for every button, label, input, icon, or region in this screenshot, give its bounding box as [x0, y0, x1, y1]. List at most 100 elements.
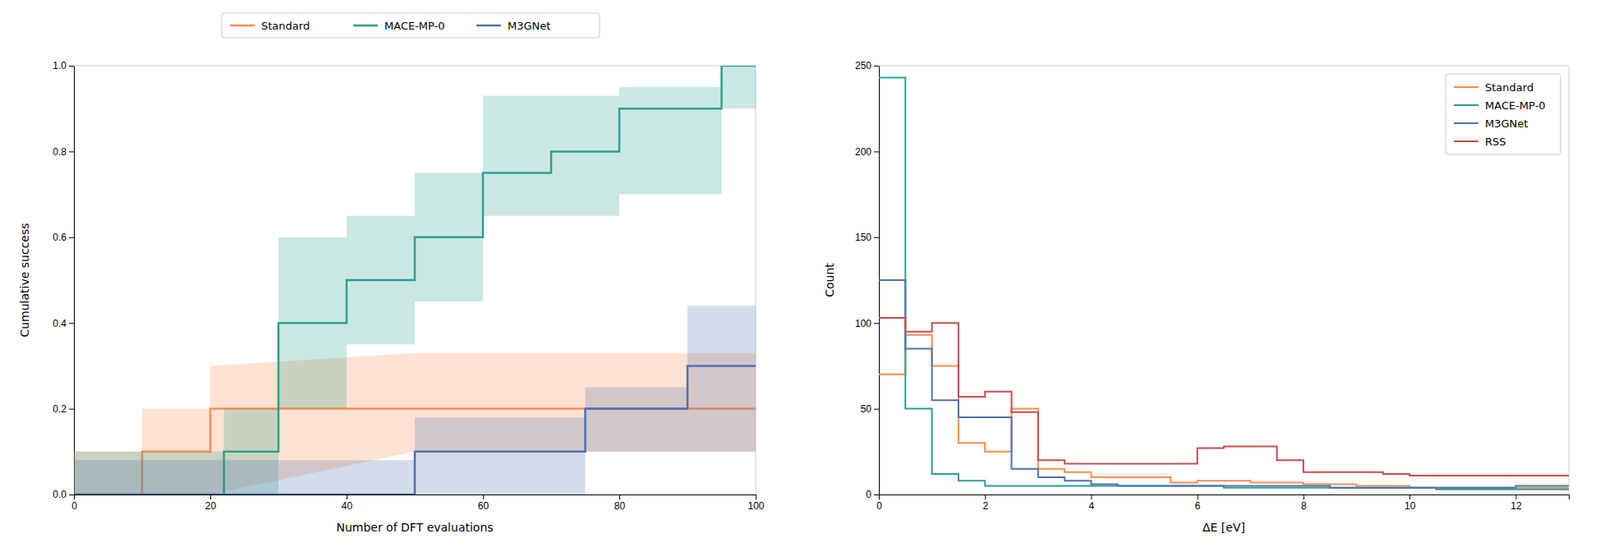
panel: 0 2 4 6 8 10 12 0 50 100 150 200 250 ΔE [eV] Count — [822, 59, 1570, 534]
x-tick: 80 — [614, 494, 626, 512]
y-tick-mark — [68, 151, 74, 152]
x-domain — [74, 495, 757, 501]
y-axis: 0.0 0.2 0.4 0.6 0.8 1.0 — [52, 59, 74, 501]
y-tick-label: 0.6 — [52, 231, 67, 244]
y-tick-label: 250 — [855, 59, 872, 72]
y-tick: 0 — [865, 488, 879, 501]
legend-label: Standard — [261, 19, 310, 33]
x-domain — [879, 495, 1570, 501]
y-tick: 250 — [855, 59, 879, 72]
legend: Standard MACE-MP-0 M3GNet RSS — [1445, 73, 1561, 155]
y-tick-mark — [68, 322, 74, 324]
x-tick: 0 — [71, 494, 78, 512]
x-axis: 0 2 4 6 8 10 12 — [876, 494, 1569, 512]
plot-area — [73, 65, 756, 495]
y-tick: 200 — [855, 146, 879, 158]
x-tick: 12 — [1510, 494, 1522, 512]
x-tick-label: 10 — [1404, 500, 1417, 512]
histogram-step — [878, 317, 1569, 476]
chart-root: 0204060801000.00.20.40.60.81.0Number of … — [0, 0, 1600, 552]
x-tick: 4 — [1089, 494, 1095, 512]
x-tick-mark — [1197, 494, 1199, 500]
legend-label: M3GNet — [1485, 117, 1528, 130]
legend-swatch — [1453, 140, 1479, 143]
y-tick-mark — [873, 494, 879, 496]
x-tick-label: 12 — [1510, 500, 1522, 512]
y-tick-label: 200 — [855, 146, 872, 158]
y-domain — [68, 66, 75, 496]
x-tick-mark — [1090, 494, 1092, 500]
histogram-step — [878, 280, 1569, 488]
y-axis: 0 50 100 150 200 250 — [855, 59, 880, 501]
x-tick-mark — [1303, 494, 1305, 500]
x-tick-mark — [482, 494, 484, 500]
y-tick: 100 — [855, 317, 879, 330]
x-axis: 0 20 40 60 80 100 — [71, 494, 765, 512]
y-axis-title: Cumulative success — [18, 222, 32, 337]
legend-label: MACE-MP-0 — [384, 19, 446, 33]
legend: Standard MACE-MP-0 M3GNet — [221, 13, 600, 38]
y-tick-mark — [873, 65, 879, 67]
y-tick-label: 0.8 — [52, 146, 67, 158]
legend-swatch — [1453, 104, 1479, 106]
x-tick-label: 8 — [1301, 500, 1307, 512]
x-tick-mark — [755, 494, 757, 500]
x-tick: 20 — [205, 494, 217, 512]
y-tick-label: 0.0 — [52, 488, 67, 501]
series-line — [73, 65, 756, 495]
x-tick: 8 — [1301, 494, 1307, 512]
x-tick: 2 — [982, 494, 989, 512]
y-tick: 0.0 — [52, 488, 74, 501]
y-tick: 150 — [855, 231, 879, 244]
y-tick: 0.2 — [52, 403, 74, 415]
y-tick: 0.8 — [52, 146, 74, 158]
y-tick-label: 50 — [860, 403, 873, 415]
x-tick-label: 6 — [1195, 500, 1201, 512]
legend-label: M3GNet — [507, 19, 551, 33]
x-tick-label: 40 — [341, 500, 354, 512]
y-tick-mark — [873, 151, 879, 152]
x-tick-mark — [1515, 494, 1517, 500]
confidence-band — [73, 305, 756, 495]
legend-swatch — [1453, 86, 1479, 88]
y-tick-mark — [68, 494, 74, 496]
x-tick-label: 80 — [614, 500, 626, 512]
x-tick: 0 — [876, 494, 883, 512]
y-tick: 0.4 — [52, 317, 74, 330]
x-tick: 40 — [341, 494, 354, 512]
legend-swatch — [1453, 122, 1479, 125]
x-tick-mark — [346, 494, 348, 500]
legend-swatch — [353, 24, 378, 28]
y-tick-label: 0 — [865, 488, 872, 501]
x-tick-mark — [619, 494, 621, 500]
x-axis-title: ΔE [eV] — [1202, 520, 1246, 534]
frame — [1568, 65, 1570, 495]
y-axis-title: Count — [822, 262, 837, 298]
legend-swatch — [476, 24, 502, 28]
legend-label: Standard — [1485, 81, 1534, 94]
x-axis-title: Number of DFT evaluations — [335, 520, 493, 534]
y-tick-label: 0.2 — [52, 403, 67, 415]
x-tick: 10 — [1404, 494, 1417, 512]
x-tick: 60 — [478, 494, 490, 512]
x-tick-mark — [1409, 494, 1411, 500]
x-tick: 100 — [747, 494, 764, 512]
legend-frame — [221, 13, 600, 38]
confidence-band — [73, 65, 756, 495]
y-tick-label: 0.4 — [52, 317, 67, 330]
panel: 0 20 40 60 80 100 0.0 0.2 0.4 0.6 0.8 1.0 Number of … — [18, 59, 765, 534]
x-tick-label: 2 — [982, 500, 989, 512]
x-tick-label: 60 — [478, 500, 490, 512]
y-tick: 50 — [860, 403, 879, 415]
legend-label: MACE-MP-0 — [1485, 99, 1546, 112]
x-tick-mark — [210, 494, 212, 500]
histogram-step — [878, 335, 1569, 488]
legend-label: RSS — [1485, 135, 1507, 148]
y-domain — [873, 66, 880, 496]
y-tick-mark — [68, 65, 74, 67]
y-tick-mark — [873, 237, 879, 239]
y-tick-label: 1.0 — [52, 59, 67, 72]
y-tick-mark — [68, 237, 74, 239]
frame — [73, 65, 756, 67]
x-tick-label: 0 — [71, 500, 78, 512]
